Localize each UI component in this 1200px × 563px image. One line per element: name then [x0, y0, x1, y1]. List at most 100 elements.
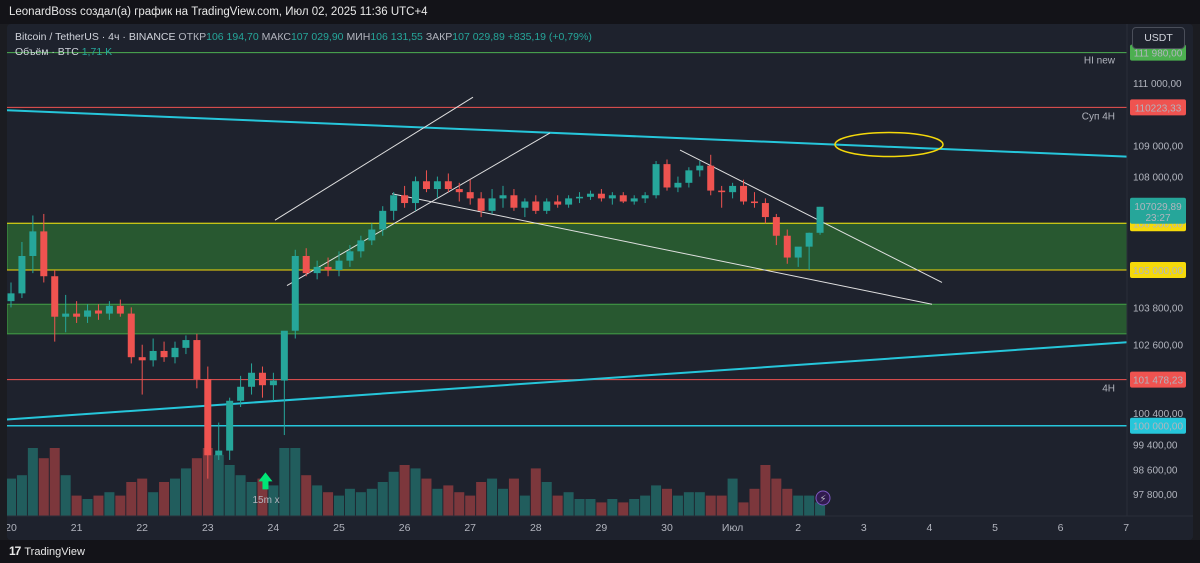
candle-body — [718, 190, 726, 193]
candle-body — [226, 400, 234, 451]
time-tick-label: 23 — [202, 522, 214, 534]
currency-button[interactable]: USDT — [1132, 27, 1185, 49]
volume-bar — [235, 475, 246, 516]
channel-line-lower — [286, 132, 551, 287]
low-label: МИН — [346, 31, 371, 43]
support-zone — [7, 303, 1128, 335]
candle-body — [510, 195, 518, 208]
candle-body — [280, 330, 288, 381]
candle-body — [237, 386, 245, 401]
chart-panel[interactable]: 15m x HI new Суп 4Н 4H 111 000,00 109 000,00 1… — [7, 24, 1193, 540]
volume-bar — [640, 495, 651, 516]
price-level-badge — [1130, 417, 1186, 434]
price-tick-label: 111 000,00 — [1133, 79, 1182, 90]
candle-body — [7, 293, 15, 302]
price-level-label: 100 000,00 — [1133, 422, 1183, 433]
candle-body — [324, 266, 332, 270]
candle-body — [105, 305, 113, 314]
candle-body — [94, 310, 102, 314]
candle-body — [116, 305, 124, 314]
high-value: 107 029,90 — [290, 31, 344, 43]
candle-body — [674, 182, 682, 188]
candle-body — [750, 201, 758, 204]
volume-bar — [738, 502, 749, 516]
volume-bar — [213, 454, 224, 516]
volume-bar — [454, 492, 465, 516]
volume-bar — [191, 458, 202, 516]
symbol-legend: Bitcoin / TetherUS · 4ч · BINANCE ОТКР 10… — [15, 30, 592, 60]
volume-bar — [585, 499, 596, 516]
buy-arrow-icon — [258, 472, 273, 490]
price-tick-label: 99 400,00 — [1133, 440, 1178, 451]
candle-body — [805, 232, 813, 247]
candle-body — [729, 185, 737, 193]
time-tick-label: 25 — [333, 522, 345, 534]
price-tick-label: 102 600,00 — [1133, 341, 1183, 352]
time-tick-label: 5 — [992, 522, 998, 534]
volume-bar — [771, 478, 782, 516]
last-price-label: 107029,89 — [1134, 202, 1182, 213]
volume-bar — [115, 495, 126, 516]
candle-body — [565, 198, 573, 205]
low-value: 106 131,55 — [370, 31, 423, 43]
candle-body — [696, 165, 704, 171]
volume-bar — [727, 478, 738, 516]
volume-bar — [443, 485, 454, 516]
time-tick-label: 26 — [399, 522, 411, 534]
volume-bar — [815, 502, 826, 516]
candle-body — [652, 164, 660, 196]
tradingview-logo[interactable]: 17 TradingView — [9, 544, 85, 559]
volume-bar — [71, 495, 82, 516]
last-price-badge — [1130, 197, 1186, 224]
wedge-line-upper — [679, 149, 943, 283]
open-label: ОТКР — [178, 31, 207, 43]
price-chart[interactable]: 15m x HI new Суп 4Н 4H 111 000,00 109 000,00 1… — [7, 24, 1193, 540]
price-level-label: 106 500,00 — [1133, 219, 1183, 230]
volume-value: 1,71 K — [81, 46, 113, 58]
volume-bar — [607, 499, 618, 516]
level-note: Суп 4Н — [1082, 111, 1115, 122]
price-level-badge — [1130, 99, 1186, 116]
volume-bar — [487, 478, 498, 516]
candle-body — [73, 313, 81, 317]
target-ellipse — [834, 131, 944, 158]
volume-label[interactable]: Объём · BTC — [15, 46, 79, 58]
close-value: 107 029,89 — [452, 31, 505, 43]
time-tick-label: 4 — [926, 522, 932, 534]
candle-body — [18, 255, 26, 294]
time-tick-label: 28 — [530, 522, 542, 534]
volume-bar — [180, 468, 191, 516]
candle-body — [521, 201, 529, 208]
price-tick-label: 103 800,00 — [1133, 303, 1183, 314]
volume-bar — [760, 465, 771, 516]
symbol-name[interactable]: Bitcoin / TetherUS · 4ч · BINANCE — [15, 31, 176, 43]
lower-trendline — [7, 341, 1128, 421]
high-label: МАКС — [261, 31, 291, 43]
candle-body — [707, 165, 715, 191]
channel-line-upper — [274, 96, 474, 221]
volume-bar — [716, 495, 727, 516]
time-tick-label: 3 — [861, 522, 867, 534]
alert-icon — [815, 490, 831, 506]
volume-bar — [93, 495, 104, 516]
candle-body — [302, 255, 310, 274]
price-tick-label: 109 000,00 — [1133, 141, 1183, 152]
price-level-label: 101 478,23 — [1133, 376, 1183, 387]
volume-bar — [170, 478, 180, 516]
candle-body — [269, 380, 277, 386]
candle-body — [40, 231, 48, 277]
candle-body — [346, 251, 354, 261]
candle-body — [532, 201, 540, 211]
volume-bar — [312, 485, 323, 516]
level-note: 4H — [1102, 384, 1115, 395]
candle-body — [379, 210, 387, 230]
volume-bar — [60, 475, 71, 516]
volume-bar — [694, 492, 705, 516]
candle-body — [783, 235, 791, 258]
price-level-label: 110223,33 — [1135, 103, 1182, 114]
volume-bar — [651, 485, 662, 516]
candle-body — [641, 195, 649, 199]
volume-bar — [137, 478, 148, 516]
candle-body — [586, 193, 594, 197]
candle-body — [663, 164, 671, 188]
